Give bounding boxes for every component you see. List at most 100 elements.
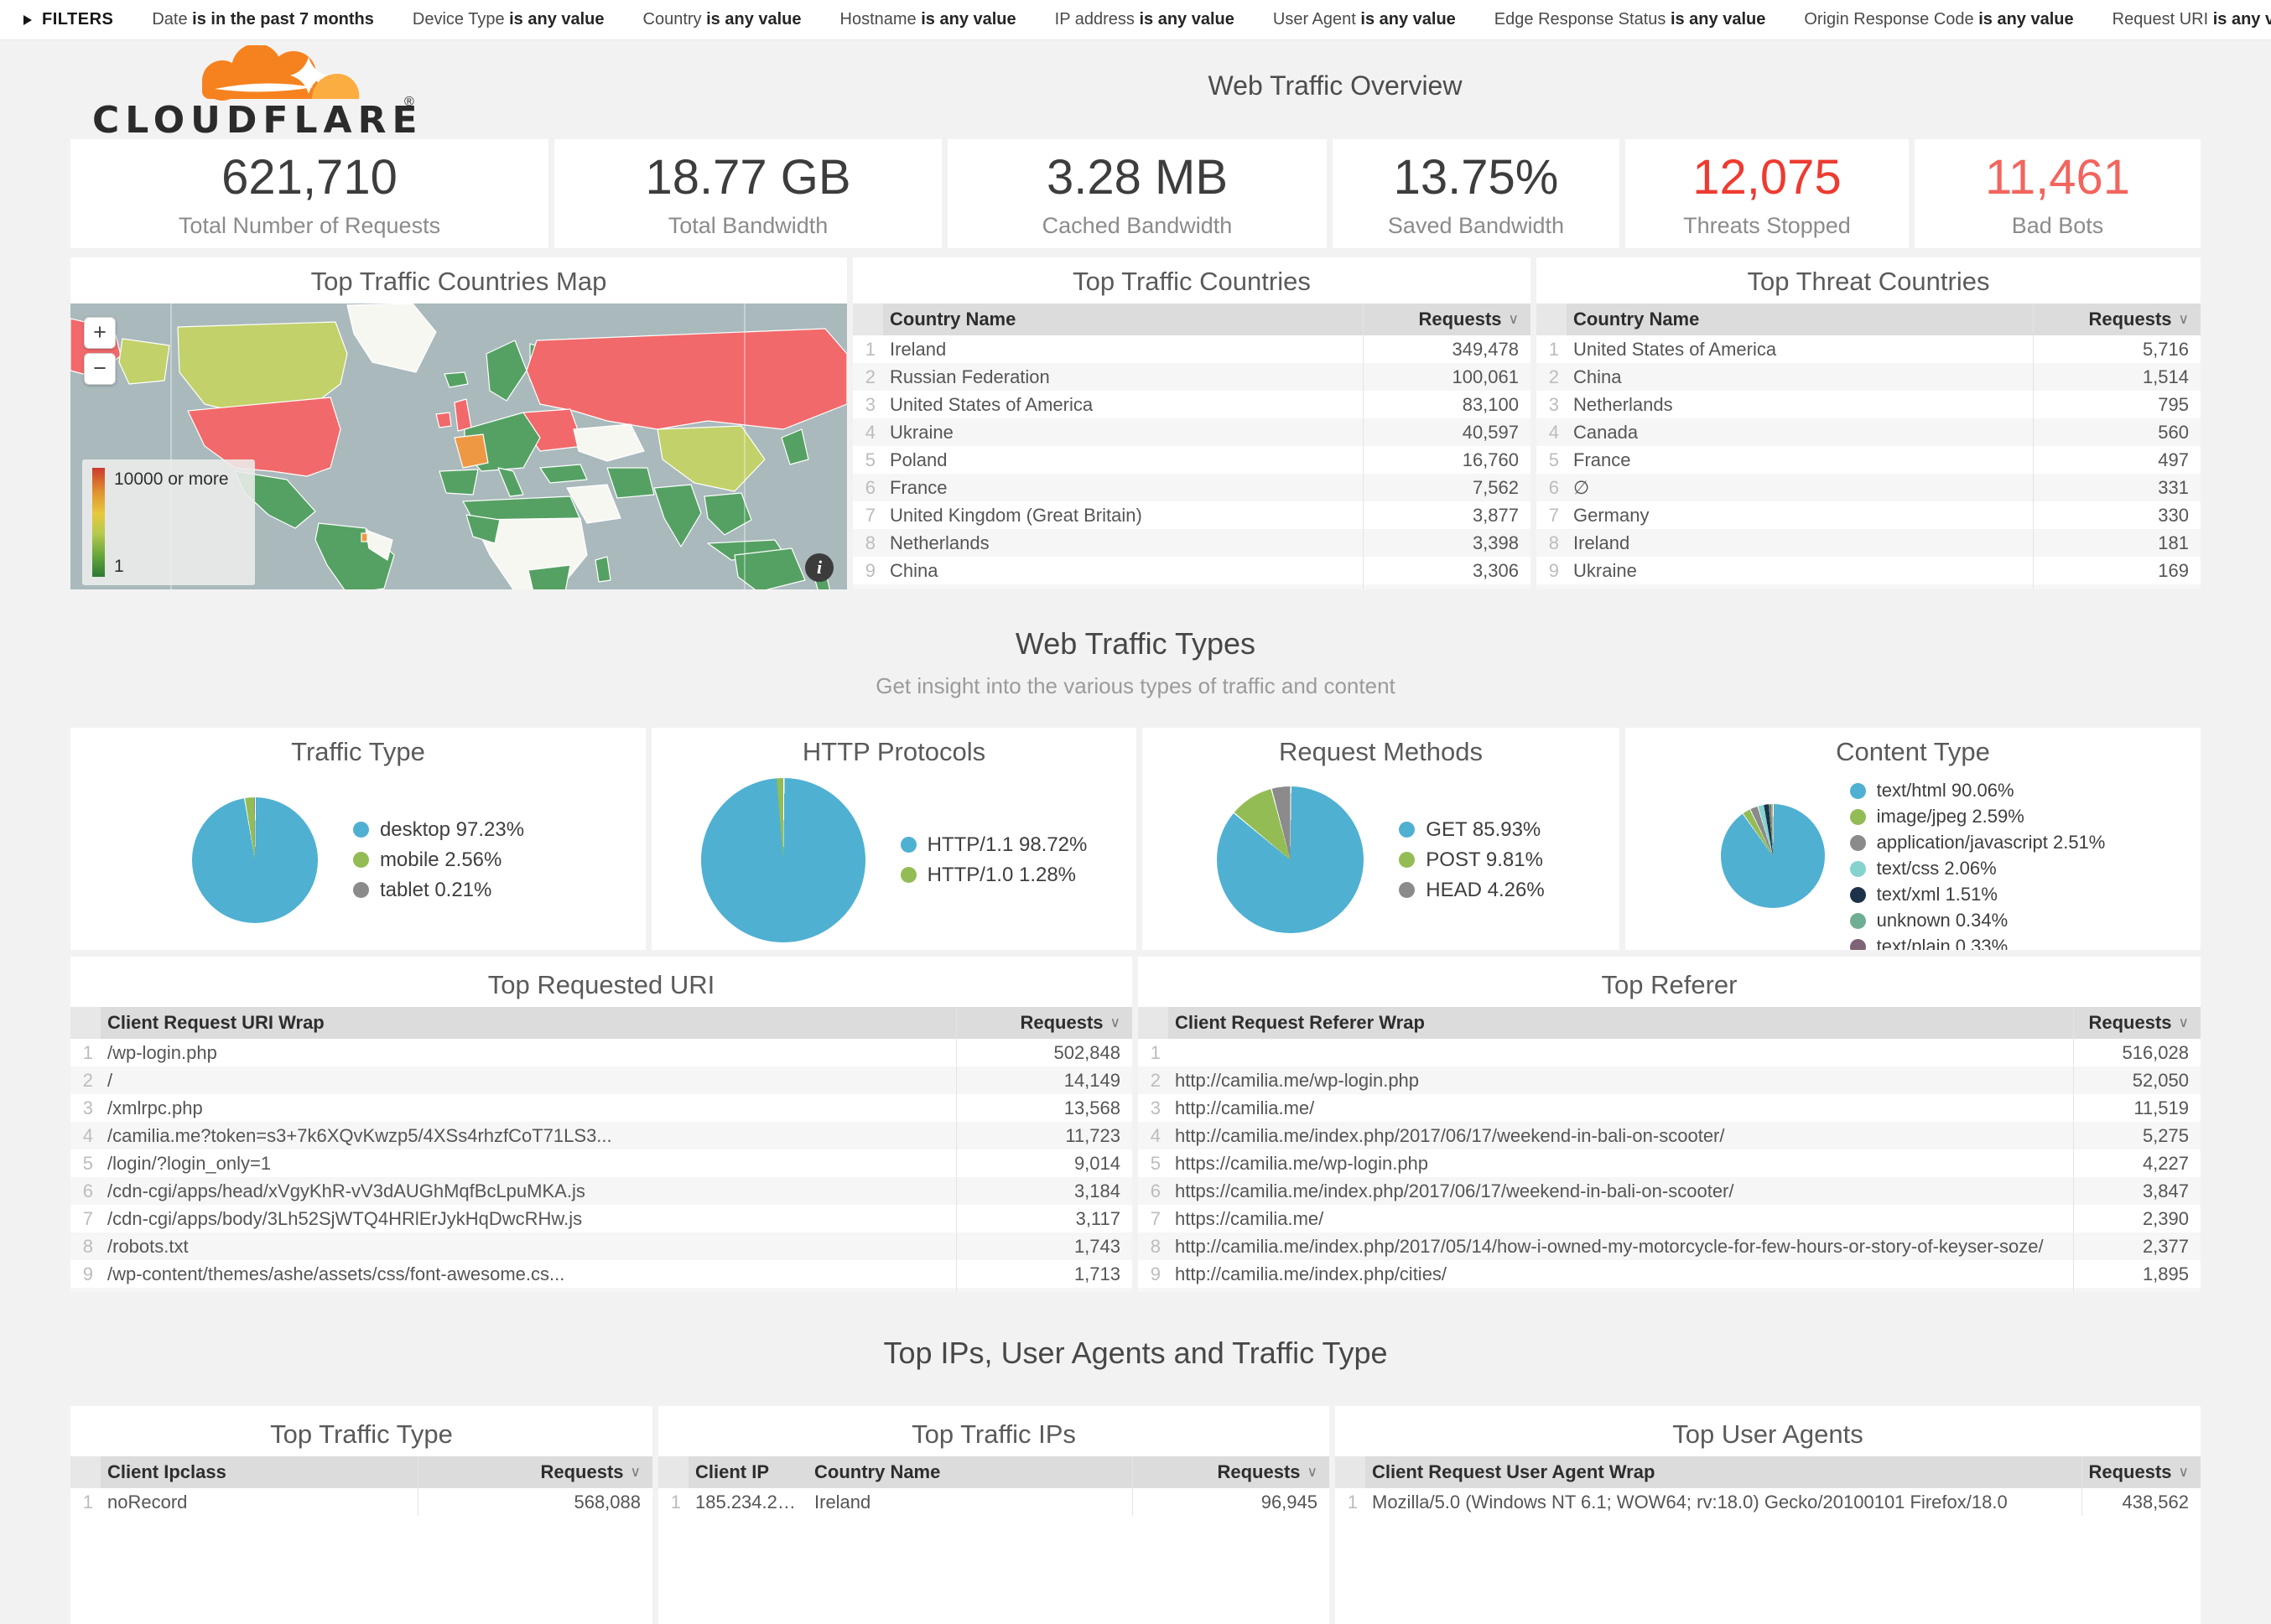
column-header[interactable]: Requests ∨ <box>1132 1456 1329 1488</box>
column-header[interactable]: Requests ∨ <box>2033 304 2201 335</box>
table-row[interactable]: 1/wp-login.php 502,848 <box>70 1039 1132 1066</box>
filter-item[interactable]: Country is any value <box>642 10 802 29</box>
table-row[interactable]: 7 United Kingdom (Great Britain) 3,877 <box>853 501 1530 529</box>
table-row[interactable]: 8 Netherlands 3,398 <box>853 529 1530 557</box>
table-row[interactable]: 6 France 7,562 <box>853 474 1530 501</box>
column-header[interactable]: Client IP <box>695 1461 770 1482</box>
legend-item[interactable]: text/xml 1.51% <box>1849 884 2106 905</box>
map-info-button[interactable]: i <box>805 553 834 582</box>
column-header[interactable]: Country Name <box>1573 309 1700 329</box>
row-number: 4 <box>1150 1124 1161 1146</box>
table-row[interactable]: 4 Canada 560 <box>1536 418 2201 446</box>
legend-item[interactable]: unknown 0.34% <box>1849 910 2106 931</box>
filter-item[interactable]: User Agent is any value <box>1272 10 1456 29</box>
legend-item[interactable]: mobile 2.56% <box>352 848 524 872</box>
legend-item[interactable]: image/jpeg 2.59% <box>1849 806 2106 828</box>
table-row[interactable]: 6/cdn-cgi/apps/head/xVgyKhR-vV3dAUGhMqfB… <box>70 1177 1132 1205</box>
row-number-header <box>1138 1007 1168 1039</box>
table-row[interactable]: 9 Ukraine 169 <box>1536 557 2201 584</box>
table-row[interactable]: 10Canada3,215 <box>853 584 1530 589</box>
table-row[interactable]: 1 Ireland 349,478 <box>853 335 1530 363</box>
filter-item[interactable]: Device Type is any value <box>412 10 605 29</box>
pie-chart[interactable] <box>700 777 865 942</box>
pie-chart[interactable] <box>1720 804 1825 908</box>
pie-chart[interactable] <box>1217 786 1364 933</box>
legend-item[interactable]: HTTP/1.1 98.72% <box>900 833 1087 857</box>
legend-item[interactable]: text/plain 0.33% <box>1849 936 2106 950</box>
legend-item[interactable]: GET 85.93% <box>1399 818 1544 842</box>
zoom-in-button[interactable]: + <box>84 317 116 349</box>
column-header[interactable]: Client Request Referer Wrap <box>1175 1012 1425 1033</box>
filter-item[interactable]: IP address is any value <box>1054 10 1234 29</box>
table-row[interactable]: 8/robots.txt 1,743 <box>70 1232 1132 1260</box>
column-header[interactable]: Requests ∨ <box>2081 1456 2201 1488</box>
column-header[interactable]: Client Request URI Wrap <box>107 1012 325 1033</box>
table-row[interactable]: 3 United States of America 83,100 <box>853 391 1530 418</box>
column-header[interactable]: Client Ipclass <box>107 1461 226 1482</box>
table-row[interactable]: 10/wp-content/themes/ashe/style.css?ver=… <box>70 1288 1132 1292</box>
table-row[interactable]: 1 noRecord 568,088 <box>70 1488 652 1516</box>
filter-item[interactable]: Hostname is any value <box>839 10 1016 29</box>
row-number: 10 <box>1138 1291 1168 1293</box>
column-header[interactable]: Requests ∨ <box>956 1007 1132 1039</box>
requests-cell: 169 <box>2033 557 2201 584</box>
table-row[interactable]: 1 United States of America 5,716 <box>1536 335 2201 363</box>
legend-item[interactable]: POST 9.81% <box>1399 848 1544 872</box>
filter-item[interactable]: Edge Response Status is any value <box>1494 10 1766 29</box>
column-header[interactable]: Requests ∨ <box>1363 304 1530 335</box>
legend-item[interactable]: application/javascript 2.51% <box>1849 832 2105 854</box>
table-row[interactable]: 1 185.234.218.33 Ireland 96,945 <box>658 1488 1329 1516</box>
table-row[interactable]: 5 Poland 16,760 <box>853 446 1530 474</box>
pie-chart[interactable] <box>191 796 318 923</box>
column-header[interactable]: Requests ∨ <box>2073 1007 2201 1039</box>
table-row[interactable]: 2 Russian Federation 100,061 <box>853 363 1530 391</box>
table-row[interactable]: 7 https://camilia.me/2,390 <box>1138 1205 2201 1232</box>
sort-caret-icon: ∨ <box>1307 1464 1317 1480</box>
table-row[interactable]: 1 516,028 <box>1138 1039 2201 1066</box>
table-row[interactable]: 4 Ukraine 40,597 <box>853 418 1530 446</box>
table-row[interactable]: 1 Mozilla/5.0 (Windows NT 6.1; WOW64; rv:… <box>1335 1488 2201 1516</box>
table-row[interactable]: 3/xmlrpc.php 13,568 <box>70 1094 1132 1122</box>
table-row[interactable]: 4/camilia.me?token=s3+7k6XQvKwzp5/4XSs4r… <box>70 1122 1132 1149</box>
kpi-value: 18.77 GB <box>645 149 851 205</box>
table-row[interactable]: 9/wp-content/themes/ashe/assets/css/font… <box>70 1260 1132 1288</box>
table-row[interactable]: 10http://camilia.me/index.php/about/1,47… <box>1138 1288 2201 1292</box>
table-row[interactable]: 7 Germany 330 <box>1536 501 2201 529</box>
table-row[interactable]: 5 France 497 <box>1536 446 2201 474</box>
table-row[interactable]: 9 http://camilia.me/index.php/cities/1,89… <box>1138 1260 2201 1288</box>
legend-item[interactable]: text/css 2.06% <box>1849 858 2106 879</box>
table-row[interactable]: 10Singapore158 <box>1536 584 2201 589</box>
table-row[interactable]: 3 http://camilia.me/11,519 <box>1138 1094 2201 1122</box>
table-row[interactable]: 8 http://camilia.me/index.php/2017/05/14/… <box>1138 1232 2201 1260</box>
legend-item[interactable]: HTTP/1.0 1.28% <box>900 864 1088 887</box>
column-header[interactable]: Country Name <box>890 309 1016 329</box>
column-header[interactable]: Requests ∨ <box>418 1456 652 1488</box>
legend-item[interactable]: text/html 90.06% <box>1849 780 2106 802</box>
sort-caret-icon: ∨ <box>1508 311 1519 327</box>
value-cell: /cdn-cgi/apps/body/3Lh52SjWTQ4HRlErJykHq… <box>107 1207 583 1229</box>
legend-item[interactable]: desktop 97.23% <box>352 818 524 842</box>
column-header[interactable]: Country Name <box>814 1461 941 1482</box>
world-map[interactable]: + − 10000 or more 1 i <box>70 304 847 589</box>
table-row[interactable]: 2 / 14,149 <box>70 1066 1132 1094</box>
filter-item[interactable]: Date is in the past 7 months <box>152 10 374 29</box>
table-row[interactable]: 7/cdn-cgi/apps/body/3Lh52SjWTQ4HRlErJykH… <box>70 1205 1132 1232</box>
table-row[interactable]: 6 ∅ 331 <box>1536 474 2201 501</box>
table-row[interactable]: 2 China 1,514 <box>1536 363 2201 391</box>
table-row[interactable]: 3 Netherlands 795 <box>1536 391 2201 418</box>
table-row[interactable]: 6 https://camilia.me/index.php/2017/06/17… <box>1138 1177 2201 1205</box>
filter-item[interactable]: Origin Response Code is any value <box>1804 10 2074 29</box>
column-header[interactable]: Client Request User Agent Wrap <box>1372 1461 1655 1482</box>
table-row[interactable]: 5 https://camilia.me/wp-login.php 4,227 <box>1138 1149 2201 1177</box>
table-header: Client IP Country Name Requests ∨ <box>658 1456 1329 1488</box>
filter-item[interactable]: Request URI is any value <box>2112 10 2271 29</box>
filters-toggle[interactable]: FILTERS <box>23 10 113 29</box>
table-row[interactable]: 4 http://camilia.me/index.php/2017/06/17/… <box>1138 1122 2201 1149</box>
legend-item[interactable]: tablet 0.21% <box>352 879 524 902</box>
table-row[interactable]: 8 Ireland 181 <box>1536 529 2201 557</box>
table-row[interactable]: 9 China 3,306 <box>853 557 1530 584</box>
zoom-out-button[interactable]: − <box>84 353 116 385</box>
table-row[interactable]: 5/login/?login_only=1 9,014 <box>70 1149 1132 1177</box>
legend-item[interactable]: HEAD 4.26% <box>1399 879 1545 902</box>
table-row[interactable]: 2 http://camilia.me/wp-login.php 52,050 <box>1138 1066 2201 1094</box>
